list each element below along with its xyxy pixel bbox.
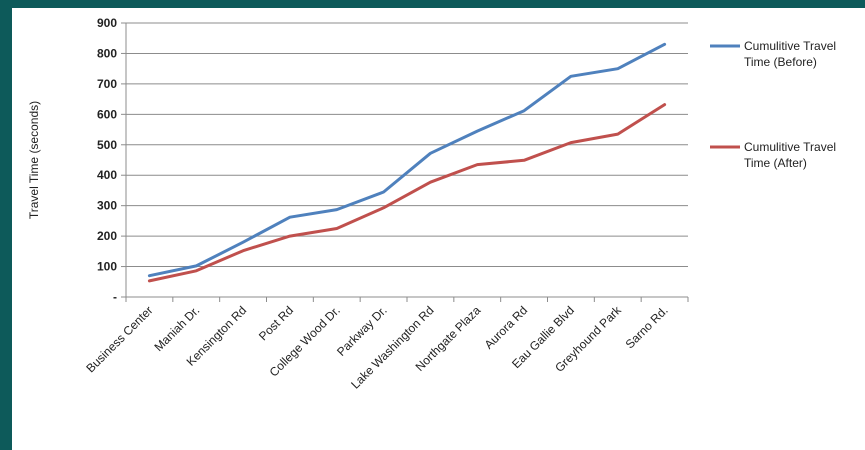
line-chart: - 100 200 300 400 500 600 700 800 900 Business Ce… — [27, 16, 836, 392]
y-tick-label: 600 — [97, 107, 117, 121]
x-tick-label: Lake Washington Rd — [348, 303, 436, 391]
y-tick-label: 700 — [97, 77, 117, 91]
legend-label-2-line1: Cumulitive Travel — [744, 140, 836, 154]
x-tick-label: Business Center — [83, 303, 155, 375]
series-lines — [147, 42, 667, 283]
y-axis-label: Travel Time (seconds) — [27, 101, 41, 219]
y-tick-label: 800 — [97, 46, 117, 60]
y-tick-label: 300 — [97, 199, 117, 213]
x-tick-label: Sarno Rd. — [623, 303, 671, 351]
legend-label-2-line2: Time (After) — [744, 156, 807, 170]
series-line-2 — [147, 103, 667, 283]
y-tick-labels: - 100 200 300 400 500 600 700 800 900 — [97, 16, 117, 304]
axes — [121, 22, 689, 302]
y-tick-label: 500 — [97, 138, 117, 152]
legend-label-1-line1: Cumulitive Travel — [744, 39, 836, 53]
y-tick-label: 200 — [97, 229, 117, 243]
y-tick-label: 900 — [97, 16, 117, 30]
y-tick-label: 100 — [97, 260, 117, 274]
chart-panel: - 100 200 300 400 500 600 700 800 900 Business Ce… — [12, 8, 865, 450]
legend-label-1-line2: Time (Before) — [744, 55, 817, 69]
x-tick-label: Aurora Rd — [482, 303, 531, 352]
series-line-1 — [147, 42, 667, 278]
legend: Cumulitive Travel Time (Before) Cumulitive… — [710, 39, 836, 170]
y-tick-label: 400 — [97, 168, 117, 182]
grid-lines — [126, 22, 688, 268]
y-tick-label: - — [113, 290, 117, 304]
x-tick-label: Post Rd — [256, 303, 296, 343]
